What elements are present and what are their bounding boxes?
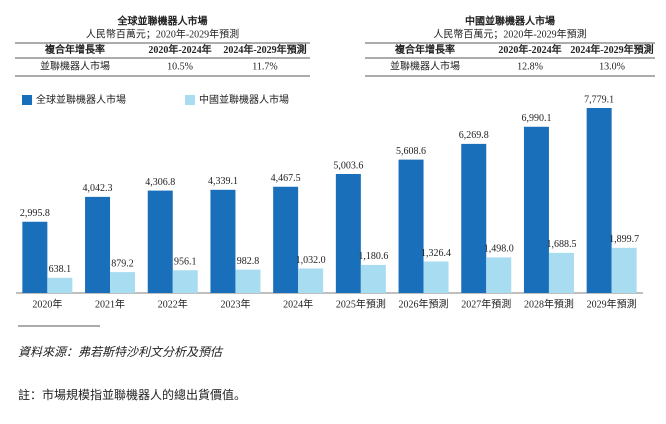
x-tick-label: 2020年	[32, 297, 62, 310]
table-subtitle: 人民幣百萬元；2020年-2029年預測	[433, 27, 586, 40]
bar	[486, 257, 512, 293]
table-title: 中國並聯機器人市場	[465, 14, 555, 27]
value-label: 4,306.8	[145, 177, 175, 188]
value-label: 4,339.1	[208, 176, 238, 187]
table-subtitle: 人民幣百萬元；2020年-2029年預測	[86, 27, 239, 40]
value-label: 4,042.3	[83, 183, 113, 194]
table-cell: 並聯機器人市場	[390, 59, 460, 72]
table-header: 2020年-2024年	[498, 43, 561, 56]
bar	[172, 270, 198, 293]
bar	[47, 277, 73, 293]
bar	[586, 108, 612, 293]
source: 資料來源：弗若斯特沙利文分析及預估	[18, 345, 224, 359]
legend-swatch	[185, 95, 195, 105]
table-cell: 並聯機器人市場	[40, 59, 110, 72]
table-header: 複合年增長率	[394, 43, 455, 56]
legend-label: 中國並聯機器人市場	[199, 93, 289, 106]
legend-swatch	[22, 95, 32, 105]
value-label: 2,995.8	[20, 208, 50, 219]
value-label: 1,032.0	[296, 255, 326, 266]
bar	[273, 186, 299, 293]
x-tick-label: 2027年預測	[461, 297, 511, 310]
bar	[147, 190, 173, 293]
x-tick-label: 2029年預測	[587, 297, 637, 310]
table-header: 2020年-2024年	[148, 43, 211, 56]
value-label: 1,326.4	[421, 248, 451, 259]
bar	[423, 261, 449, 293]
value-label: 1,899.7	[609, 234, 639, 245]
value-label: 879.2	[111, 258, 134, 269]
bar	[335, 174, 361, 293]
bar	[398, 159, 424, 293]
bar	[210, 189, 236, 293]
value-label: 4,467.5	[271, 173, 301, 184]
x-tick-label: 2026年預測	[399, 297, 449, 310]
value-label: 6,269.8	[459, 130, 489, 141]
value-label: 1,498.0	[484, 244, 514, 255]
note: 註：市場規模指並聯機器人的總出貨價值。	[18, 387, 246, 402]
bar	[298, 268, 324, 293]
bar	[360, 264, 386, 293]
value-label: 7,779.1	[584, 94, 614, 105]
x-tick-label: 2025年預測	[336, 297, 386, 310]
bar	[523, 126, 549, 294]
bar	[548, 252, 574, 293]
table-cell: 10.5%	[167, 61, 193, 72]
table-header: 複合年增長率	[44, 43, 105, 56]
x-tick-label: 2024年	[283, 297, 313, 310]
value-label: 956.1	[174, 257, 197, 268]
value-label: 1,688.5	[546, 239, 576, 250]
value-label: 5,608.6	[396, 146, 426, 157]
bar	[611, 247, 637, 293]
bar	[461, 143, 487, 293]
x-tick-label: 2022年	[158, 297, 188, 310]
legend-label: 全球並聯機器人市場	[36, 93, 126, 106]
table-header: 2024年-2029年預測	[223, 43, 306, 56]
bar	[235, 269, 261, 293]
bar	[85, 196, 111, 293]
value-label: 982.8	[237, 256, 260, 267]
table-cell: 11.7%	[252, 61, 277, 72]
x-tick-label: 2028年預測	[524, 297, 574, 310]
value-label: 5,003.6	[333, 160, 363, 171]
value-label: 6,990.1	[521, 113, 551, 124]
x-tick-label: 2021年	[95, 297, 125, 310]
x-tick-label: 2023年	[220, 297, 250, 310]
table-header: 2024年-2029年預測	[570, 43, 653, 56]
table-cell: 12.8%	[517, 61, 543, 72]
table-title: 全球並聯機器人市場	[117, 14, 208, 27]
bar	[22, 221, 48, 293]
table-cell: 13.0%	[599, 61, 625, 72]
value-label: 1,180.6	[358, 251, 388, 262]
value-label: 638.1	[49, 264, 72, 275]
bar	[110, 272, 136, 293]
